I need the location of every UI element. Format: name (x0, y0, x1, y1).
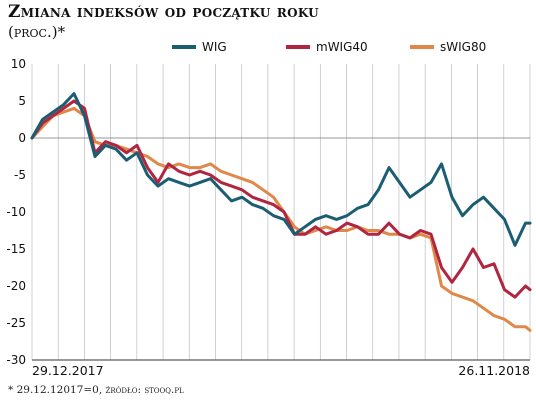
y-tick-label: 5 (18, 94, 26, 108)
legend-label-wig: WIG (202, 40, 227, 54)
y-tick-label: -5 (14, 168, 26, 182)
y-tick-label: -10 (6, 205, 26, 219)
y-tick-label: -30 (6, 353, 26, 367)
x-tick-label-end: 26.11.2018 (458, 363, 530, 378)
legend-label-mwig40: mWIG40 (316, 40, 368, 54)
y-tick-label: -20 (6, 279, 26, 293)
grid-layer (31, 64, 531, 360)
y-tick-label: -25 (6, 316, 26, 330)
axis-layer: 10 5 0 -5 -10 -15 -20 -25 -30 29.12.2017 26.11.201… (6, 57, 530, 378)
chart-subtitle: (proc.)* (8, 23, 66, 41)
legend-label-swig80: sWIG80 (440, 40, 486, 54)
y-tick-label: 0 (18, 131, 26, 145)
y-tick-label: 10 (11, 57, 26, 71)
chart-title: Zmiana indeksów od początku roku (8, 2, 319, 22)
footnote: * 29.12.12017=0, źródło: stooq.pl (8, 384, 184, 396)
series-line-wig (30, 92, 532, 247)
series-layer (30, 92, 532, 332)
series-line-mwig40 (30, 99, 532, 299)
x-tick-label-start: 29.12.2017 (32, 363, 104, 378)
y-tick-label: -15 (6, 242, 26, 256)
legend: WIG mWIG40 sWIG80 (172, 40, 486, 54)
